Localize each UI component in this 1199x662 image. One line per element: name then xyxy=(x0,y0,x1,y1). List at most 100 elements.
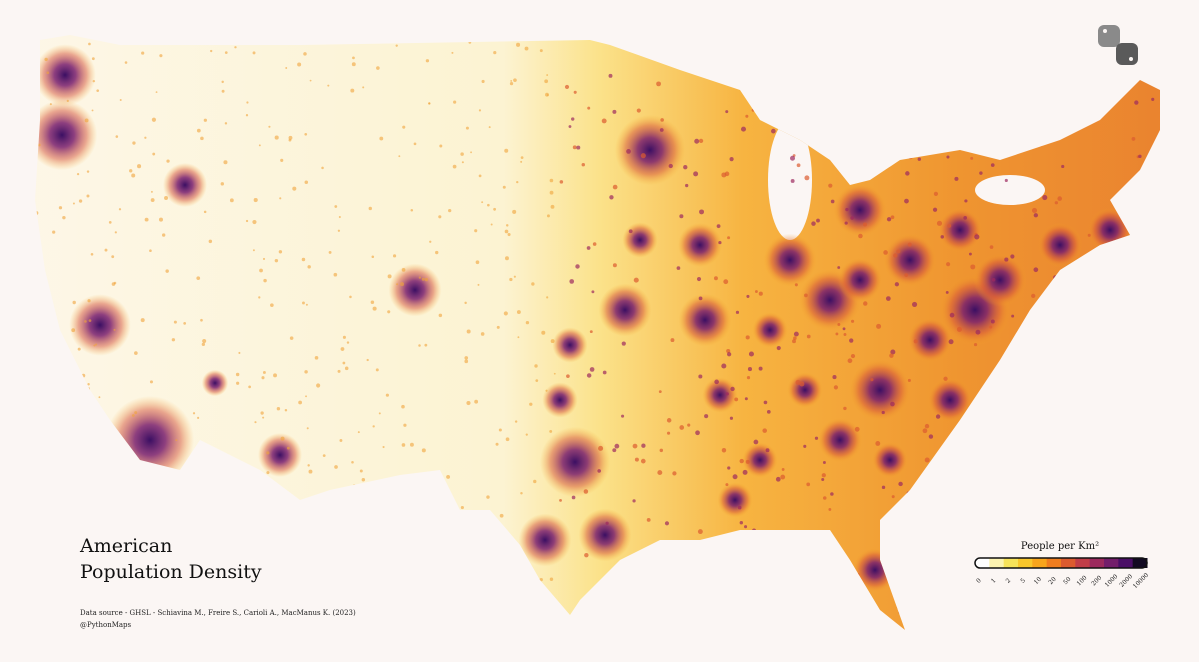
settlement-dot xyxy=(263,278,267,283)
settlement-dot xyxy=(1138,154,1142,159)
settlement-dot xyxy=(164,196,169,200)
settlement-dot xyxy=(418,276,421,279)
settlement-dot xyxy=(140,318,145,323)
settlement-dot xyxy=(1042,622,1047,626)
settlement-dot xyxy=(749,540,754,544)
settlement-dot xyxy=(721,448,727,453)
settlement-dot xyxy=(1096,291,1102,297)
settlement-dot xyxy=(880,625,886,630)
settlement-dot xyxy=(221,80,224,84)
settlement-dot xyxy=(609,195,614,200)
settlement-dot xyxy=(913,339,918,344)
settlement-dot xyxy=(314,542,318,546)
settlement-dot xyxy=(954,176,959,181)
settlement-dot xyxy=(765,448,770,453)
settlement-dot xyxy=(88,448,92,451)
settlement-dot xyxy=(466,400,471,406)
settlement-dot xyxy=(534,364,538,368)
settlement-dot xyxy=(584,552,589,558)
settlement-dot xyxy=(372,306,377,311)
settlement-dot xyxy=(545,389,548,392)
settlement-dot xyxy=(968,252,972,256)
settlement-dot xyxy=(964,199,968,203)
settlement-dot xyxy=(942,35,947,38)
settlement-dot xyxy=(818,86,822,91)
settlement-dot xyxy=(626,149,631,154)
settlement-dot xyxy=(759,624,764,629)
settlement-dot xyxy=(289,336,294,340)
settlement-dot xyxy=(700,565,705,570)
legend-swatch xyxy=(989,558,1005,568)
settlement-dot xyxy=(440,35,444,37)
settlement-dot xyxy=(832,375,837,380)
settlement-dot xyxy=(371,255,375,259)
settlement-dot xyxy=(481,201,484,204)
settlement-dot xyxy=(1130,248,1134,252)
settlement-dot xyxy=(370,300,375,305)
settlement-dot xyxy=(806,334,811,339)
settlement-dot xyxy=(417,534,421,538)
settlement-dot xyxy=(291,576,296,580)
settlement-dot xyxy=(745,335,750,340)
settlement-dot xyxy=(330,506,333,509)
city-cluster xyxy=(973,253,1027,307)
settlement-dot xyxy=(304,370,308,374)
settlement-dot xyxy=(965,595,970,600)
settlement-dot xyxy=(229,198,234,203)
settlement-dot xyxy=(1030,421,1034,425)
city-cluster xyxy=(578,508,632,562)
settlement-dot xyxy=(46,71,50,75)
settlement-dot xyxy=(979,171,983,175)
settlement-dot xyxy=(137,597,142,601)
settlement-dot xyxy=(891,585,895,590)
settlement-dot xyxy=(730,386,735,392)
settlement-dot xyxy=(357,431,360,434)
legend-swatch xyxy=(1075,558,1091,568)
settlement-dot xyxy=(1144,586,1149,591)
settlement-dot xyxy=(751,108,755,112)
settlement-dot xyxy=(529,402,533,406)
settlement-dot xyxy=(583,489,589,494)
settlement-dot xyxy=(351,460,354,464)
settlement-dot xyxy=(1070,517,1074,521)
settlement-dot xyxy=(678,601,683,606)
settlement-dot xyxy=(129,169,133,173)
settlement-dot xyxy=(752,528,756,533)
settlement-dot xyxy=(356,35,361,40)
settlement-dot xyxy=(486,495,490,499)
settlement-dot xyxy=(184,619,187,622)
settlement-dot xyxy=(35,37,37,41)
settlement-dot xyxy=(945,290,949,294)
settlement-dot xyxy=(256,551,260,555)
settlement-dot xyxy=(199,525,203,529)
settlement-dot xyxy=(119,98,122,101)
settlement-dot xyxy=(925,621,929,625)
settlement-dot xyxy=(780,474,786,480)
settlement-dot xyxy=(334,205,338,208)
settlement-dot xyxy=(792,131,796,136)
city-cluster xyxy=(1088,208,1132,252)
settlement-dot xyxy=(376,66,380,70)
settlement-dot xyxy=(718,240,722,245)
settlement-dot xyxy=(242,474,246,478)
settlement-dot xyxy=(727,352,732,357)
settlement-dot xyxy=(84,118,89,123)
settlement-dot xyxy=(938,619,942,624)
settlement-dot xyxy=(661,53,666,58)
city-cluster xyxy=(622,222,658,258)
settlement-dot xyxy=(407,530,410,533)
settlement-dot xyxy=(104,248,108,252)
settlement-dot xyxy=(72,202,75,205)
settlement-dot xyxy=(51,377,55,380)
settlement-dot xyxy=(1144,397,1149,403)
settlement-dot xyxy=(409,442,414,447)
settlement-dot xyxy=(889,353,894,358)
settlement-dot xyxy=(91,109,94,112)
settlement-dot xyxy=(328,250,332,254)
settlement-dot xyxy=(547,624,552,628)
settlement-dot xyxy=(252,249,255,252)
settlement-dot xyxy=(297,62,302,67)
settlement-dot xyxy=(223,160,228,165)
settlement-dot xyxy=(765,619,770,623)
settlement-dot xyxy=(466,329,471,334)
